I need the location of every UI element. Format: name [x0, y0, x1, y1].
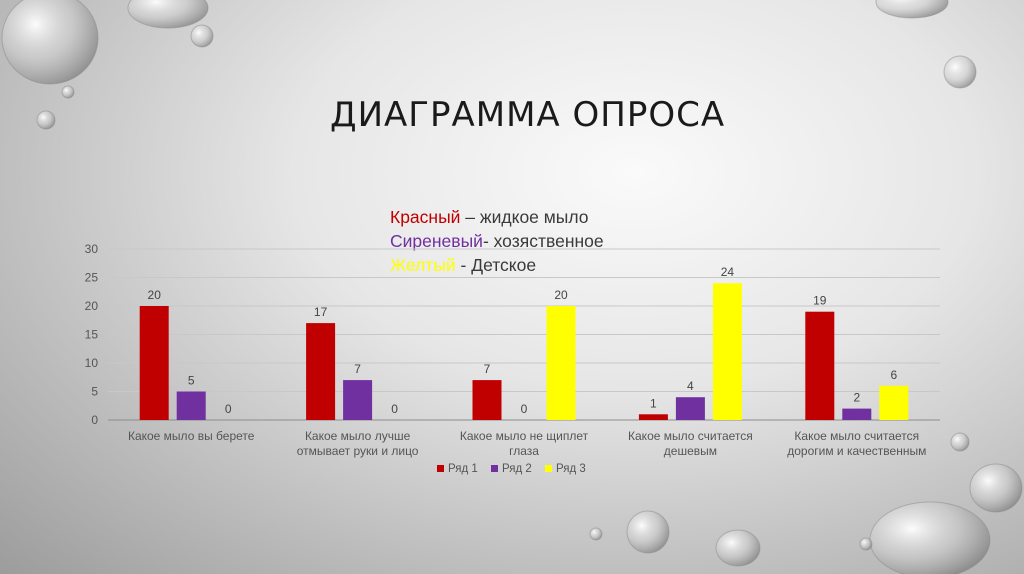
legend-swatch [545, 465, 552, 472]
y-tick-label: 5 [91, 385, 98, 399]
category-label: Какое мыло не щиплет [460, 429, 589, 443]
color-key-text: - Детское [455, 255, 537, 275]
category-label: дорогим и качественным [787, 444, 926, 458]
color-key-text: - хозяственное [482, 231, 604, 251]
bar [343, 380, 373, 420]
bar [675, 397, 705, 420]
color-word-purple: Сиреневый [390, 231, 483, 251]
color-key-note: Красный – жидкое мыло Сиреневый- хозяств… [390, 205, 604, 277]
legend-label: Ряд 1 [448, 463, 478, 475]
data-label: 5 [188, 374, 195, 388]
y-tick-label: 10 [85, 356, 99, 370]
bar [139, 306, 169, 420]
color-key-line-liquid-soap: Красный – жидкое мыло [390, 205, 604, 229]
data-label: 6 [890, 368, 897, 382]
legend-label: Ряд 2 [502, 463, 532, 475]
y-tick-label: 25 [85, 271, 99, 285]
data-label: 20 [554, 288, 568, 302]
bar [176, 391, 206, 420]
data-label: 7 [484, 362, 491, 376]
category-label: Какое мыло считается [628, 429, 753, 443]
y-tick-label: 30 [85, 242, 99, 256]
legend-swatch [491, 465, 498, 472]
data-label: 17 [314, 305, 328, 319]
y-tick-label: 0 [91, 413, 98, 427]
bar [472, 380, 502, 420]
color-word-yellow: Желтый [390, 255, 456, 275]
bar [546, 306, 576, 420]
data-label: 24 [721, 265, 735, 279]
category-label: дешевым [664, 444, 717, 458]
bar [842, 408, 872, 420]
legend-swatch [437, 465, 444, 472]
data-label: 2 [853, 391, 860, 405]
data-label: 0 [521, 402, 528, 416]
color-key-line-baby-soap: Желтый - Детское [390, 253, 604, 277]
data-label: 19 [813, 294, 827, 308]
slide-title: ДИАГРАММА ОПРОСА [330, 95, 726, 135]
category-label: Какое мыло лучше [305, 429, 411, 443]
legend-label: Ряд 3 [556, 463, 586, 475]
data-label: 4 [687, 379, 694, 393]
y-tick-label: 20 [85, 299, 99, 313]
y-tick-label: 15 [85, 328, 99, 342]
data-label: 0 [391, 402, 398, 416]
bar [879, 385, 909, 420]
category-label: Какое мыло считается [794, 429, 919, 443]
color-key-line-household-soap: Сиреневый- хозяственное [390, 229, 604, 253]
color-key-text: – жидкое мыло [460, 207, 589, 227]
data-label: 7 [354, 362, 361, 376]
bar [638, 414, 668, 420]
data-label: 1 [650, 396, 657, 410]
color-word-red: Красный [390, 207, 461, 227]
data-label: 0 [225, 402, 232, 416]
category-label: Какое мыло вы берете [128, 429, 255, 443]
category-label: отмывает руки и лицо [297, 444, 419, 458]
bar [306, 323, 336, 420]
category-label: глаза [509, 444, 539, 458]
data-label: 20 [148, 288, 162, 302]
bar [805, 311, 835, 420]
bar [712, 283, 742, 420]
